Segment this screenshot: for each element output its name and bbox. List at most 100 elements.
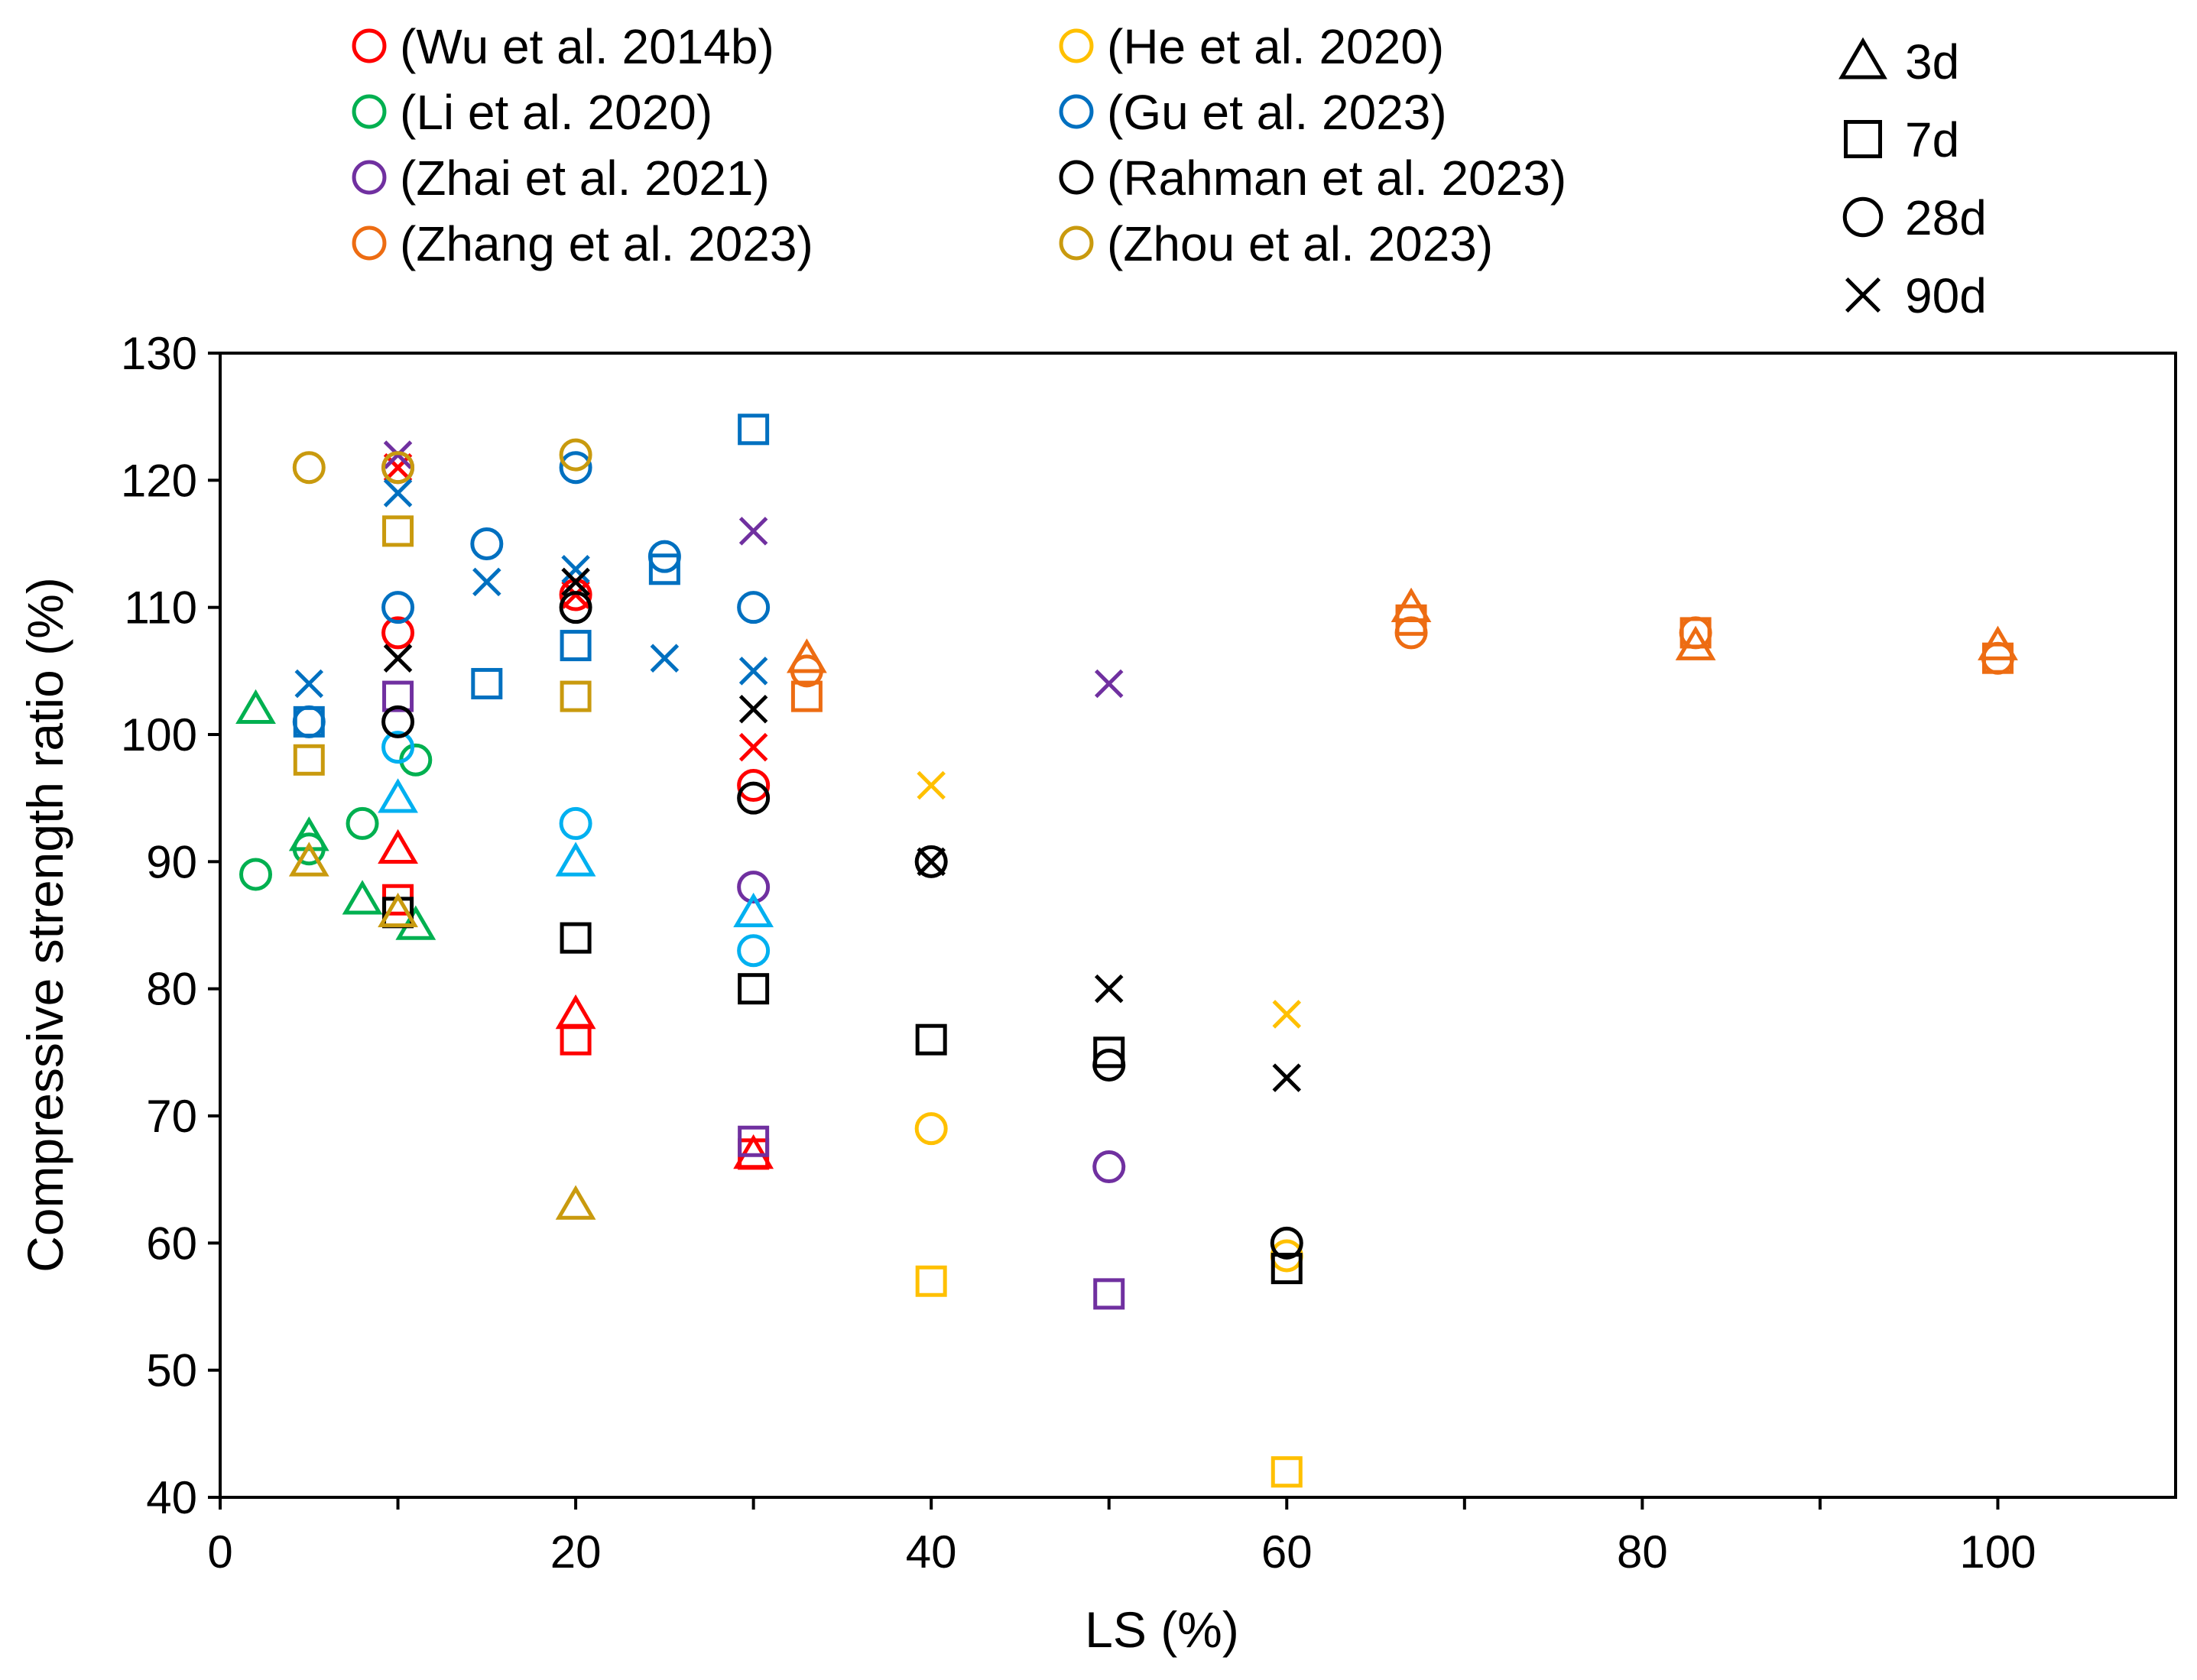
data-point-cross [650, 644, 680, 673]
legend-series-label: (Li et al. 2020) [400, 85, 712, 140]
data-point-square [1395, 604, 1427, 636]
data-point-circle [737, 781, 771, 815]
data-point-square [382, 515, 414, 547]
data-point-circle [292, 705, 326, 738]
data-point-circle [559, 591, 592, 624]
data-point-circle [647, 540, 681, 573]
legend-shape-marker-cross [1845, 277, 1881, 313]
data-point-triangle [555, 842, 596, 877]
legend-shape-label: 7d [1905, 112, 1959, 167]
legend-shape-marker-square [1844, 120, 1882, 158]
data-point-circle [292, 832, 326, 866]
data-point-circle [381, 731, 415, 764]
y-tick-label: 110 [124, 582, 197, 634]
x-axis-title: LS (%) [1085, 1601, 1239, 1658]
data-point-circle [1092, 1048, 1126, 1082]
data-point-cross [1272, 1063, 1302, 1092]
data-point-triangle [378, 778, 418, 813]
legend-shape-label: 3d [1905, 34, 1959, 89]
data-point-square [738, 414, 770, 446]
legend-series-marker [352, 160, 387, 195]
data-point-triangle [733, 892, 774, 928]
legend-series-label: (Wu et al. 2014b) [400, 19, 774, 74]
data-point-circle [914, 845, 948, 878]
legend-series-marker [1059, 94, 1094, 129]
data-point-circle [914, 1112, 948, 1146]
x-tick-label: 100 [1959, 1526, 2036, 1578]
legend-shape-marker-circle [1842, 196, 1884, 238]
legend-series-marker [352, 94, 387, 129]
data-point-square [382, 680, 414, 712]
data-point-cross [383, 452, 413, 482]
plot-area: 0 20 40 60 80 100 40 50 60 70 80 90 100 110 120 130 [121, 328, 2177, 1578]
legend-series-label: (He et al. 2020) [1107, 19, 1444, 74]
data-point-circle [381, 705, 415, 738]
y-tick-label: 40 [146, 1472, 197, 1523]
data-point-square [560, 630, 592, 662]
x-tick-label: 60 [1261, 1526, 1313, 1578]
y-tick-label: 50 [146, 1345, 197, 1396]
y-axis-title: Compressive strength ratio (%) [17, 577, 73, 1273]
data-point-square [1270, 1456, 1303, 1488]
data-point-cross [472, 567, 501, 597]
data-point-square [560, 1023, 592, 1056]
legend-series-label: (Gu et al. 2023) [1107, 85, 1447, 140]
data-point-cross [1094, 974, 1124, 1004]
data-point-circle [381, 451, 415, 485]
data-point-circle [239, 858, 273, 891]
data-point-square [1093, 1278, 1125, 1310]
y-tick-label: 90 [146, 836, 197, 887]
data-point-triangle [555, 1185, 596, 1220]
y-tick-label: 100 [121, 709, 197, 761]
data-point-cross [738, 657, 768, 686]
data-point-cross [294, 669, 324, 699]
data-point-circle [790, 654, 823, 688]
data-point-cross [738, 694, 768, 724]
data-point-square [1270, 1253, 1303, 1285]
data-point-cross [561, 567, 590, 597]
data-point-cross [917, 770, 946, 800]
x-tick-label: 40 [906, 1526, 957, 1578]
data-point-triangle [733, 1134, 774, 1169]
data-point-triangle [378, 829, 418, 864]
plot-frame [219, 352, 2177, 1499]
data-point-cross [1272, 1000, 1302, 1029]
data-point-cross [738, 732, 768, 762]
data-point-circle [346, 806, 379, 840]
data-point-cross [561, 554, 590, 584]
data-point-cross [383, 644, 413, 673]
x-tick-label: 80 [1617, 1526, 1668, 1578]
data-point-cross [383, 478, 413, 508]
axis-ticks: 0 20 40 60 80 100 40 50 60 70 80 90 100 110 120 130 [121, 328, 2036, 1578]
data-point-circle [1092, 1150, 1126, 1184]
data-point-square [790, 680, 823, 712]
legend: (Wu et al. 2014b) (Li et al. 2020) (Zhai e… [352, 19, 1987, 323]
data-point-square [738, 973, 770, 1005]
data-point-triangle [786, 638, 827, 673]
data-point-circle [737, 591, 771, 624]
data-point-square [915, 1265, 947, 1297]
data-point-square [471, 667, 503, 699]
data-point-cross [738, 517, 768, 546]
legend-shape-label: 90d [1905, 268, 1987, 323]
data-point-circle [559, 438, 592, 472]
legend-shape-marker-triangle [1838, 37, 1887, 79]
legend-series-marker [1059, 160, 1094, 195]
data-point-square [1093, 1036, 1125, 1069]
data-point-circle [1981, 641, 2014, 675]
data-point-circle [559, 806, 592, 840]
data-point-square [915, 1023, 947, 1056]
x-tick-label: 20 [550, 1526, 602, 1578]
legend-series-label: (Rahman et al. 2023) [1107, 151, 1566, 206]
data-point-cross [917, 847, 946, 877]
x-tick-label: 0 [207, 1526, 232, 1578]
data-point-circle [1270, 1226, 1303, 1260]
data-point-triangle [342, 880, 383, 915]
data-point-cross [1094, 669, 1124, 699]
data-point-circle [737, 769, 771, 803]
data-point-triangle [288, 842, 329, 877]
data-point-triangle [555, 994, 596, 1030]
data-point-triangle [378, 892, 418, 928]
y-tick-label: 70 [146, 1091, 197, 1142]
